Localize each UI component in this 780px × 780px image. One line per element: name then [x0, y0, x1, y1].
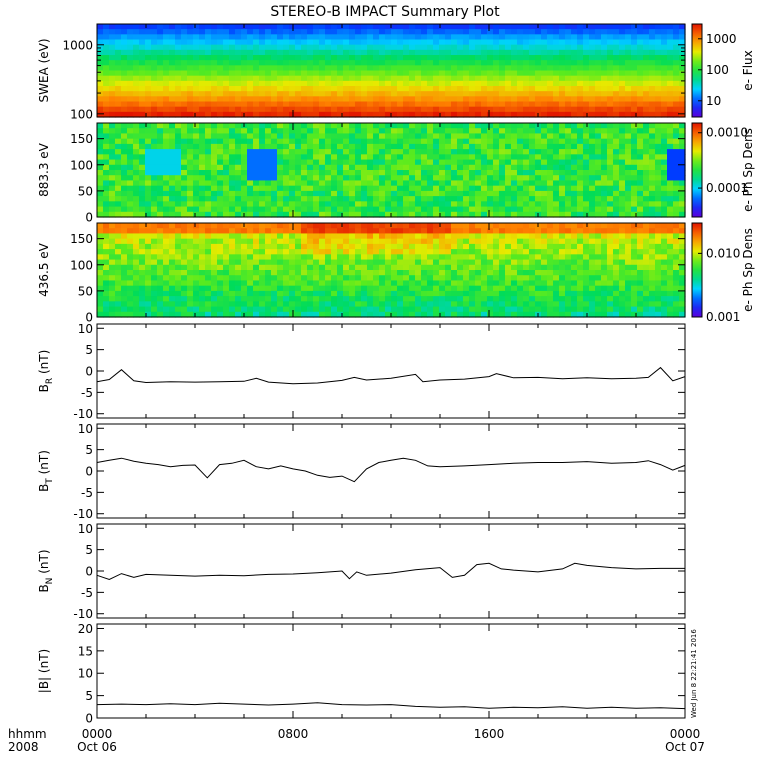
pad883-colorbar-label: e- Ph Sp Dens	[741, 128, 755, 212]
br-ytick-label: 10	[78, 322, 93, 336]
br-ytick-label: -5	[81, 386, 93, 400]
bn-series-line	[96, 562, 685, 581]
timestamp-stamp: Wed Jun 8 22:21:41 2016	[690, 629, 698, 718]
bn-ytick-label: 0	[85, 565, 93, 579]
pad436-colorbar	[691, 222, 703, 318]
swea-colorbar-tick-label: 10	[706, 94, 721, 108]
pad883-ytick-label: 100	[70, 158, 93, 172]
swea-colorbar-tick-label: 100	[706, 63, 729, 77]
bt-ytick-label: -5	[81, 486, 93, 500]
pad436-ytick-label: 150	[70, 232, 93, 246]
bmag-ytick-label: 15	[78, 644, 93, 658]
time-tick-label: 0000	[670, 727, 701, 741]
pad883-ylabel: 883.3 eV	[37, 142, 51, 197]
bmag-series-line	[96, 702, 686, 710]
pad436-heatmap-cells	[97, 223, 686, 318]
swea-colorbar	[691, 23, 703, 118]
bt-ylabel: BT (nT)	[37, 450, 55, 492]
pad436-colorbar-label: e- Ph Sp Dens	[741, 228, 755, 312]
pad883-colorbar	[691, 122, 703, 218]
swea-ytick-label: 100	[70, 107, 93, 121]
time-tick-label: 0800	[278, 727, 309, 741]
plot-title: STEREO-B IMPACT Summary Plot	[270, 4, 500, 20]
bt-ytick-label: -10	[73, 507, 93, 521]
time-axis-label-hhmm: hhmm	[8, 727, 47, 741]
bn-ylabel: BN (nT)	[37, 549, 55, 592]
bn-ytick-label: -10	[73, 607, 93, 621]
time-tick-label: 0000	[82, 727, 113, 741]
panel-pad436: 0.001 0.010 e- Ph Sp Dens 0 50 100 150 436.5 eV	[37, 222, 755, 325]
pad883-ytick-label: 50	[78, 184, 93, 198]
panel-bn: -10 -5 0 5 10 BN (nT)	[37, 522, 686, 621]
br-series-line	[96, 366, 686, 385]
br-ytick-label: 5	[85, 343, 93, 357]
br-ytick-label: -10	[73, 407, 93, 421]
pad436-colorbar-tick-label: 0.001	[706, 310, 740, 324]
bn-ytick-label: 10	[78, 522, 93, 536]
br-ytick-label: 0	[85, 365, 93, 379]
time-tick-label: 1600	[474, 727, 505, 741]
panel-br: -10 -5 0 5 10 BR (nT)	[37, 322, 686, 421]
pad436-ytick-label: 100	[70, 258, 93, 272]
bmag-ytick-label: 5	[85, 689, 93, 703]
swea-ylabel: SWEA (eV)	[37, 38, 51, 102]
pad883-colorbar-tick-label: 0.0001	[706, 181, 748, 195]
time-tick-date-label: Oct 06	[77, 740, 117, 754]
swea-ytick-label: 1000	[62, 38, 93, 52]
swea-colorbar-label: e- Flux	[741, 50, 755, 90]
bmag-ytick-label: 0	[85, 712, 93, 726]
pad883-colorbar-tick-label: 0.0010	[706, 126, 748, 140]
pad883-ytick-label: 150	[70, 132, 93, 146]
pad436-ytick-label: 0	[85, 311, 93, 325]
bn-ytick-label: -5	[81, 586, 93, 600]
pad883-ytick-label: 0	[85, 211, 93, 225]
bt-ytick-label: 10	[78, 422, 93, 436]
time-tick-date-label: Oct 07	[665, 740, 705, 754]
panel-swea: 10 100 1000 e- Flux 100 1000 SWEA (eV)	[37, 23, 755, 121]
pad436-ylabel: 436.5 eV	[37, 242, 51, 297]
panel-bt: -10 -5 0 5 10 BT (nT)	[37, 422, 686, 521]
pad436-ytick-label: 50	[78, 284, 93, 298]
pad883-heatmap-cells	[97, 123, 686, 218]
bmag-ytick-label: 10	[78, 667, 93, 681]
bt-series-line	[96, 457, 686, 483]
br-frame	[96, 323, 686, 419]
bmag-ytick-label: 20	[78, 622, 93, 636]
pad436-colorbar-tick-label: 0.010	[706, 246, 740, 260]
time-axis-label-year: 2008	[8, 740, 39, 754]
swea-colorbar-tick-label: 1000	[706, 32, 737, 46]
bt-ytick-label: 5	[85, 443, 93, 457]
bt-frame	[96, 423, 686, 519]
swea-heatmap-cells	[97, 24, 686, 118]
bmag-ylabel: |B| (nT)	[37, 649, 51, 693]
bt-ytick-label: 0	[85, 465, 93, 479]
bn-ytick-label: 5	[85, 543, 93, 557]
bn-frame	[96, 523, 686, 619]
br-ylabel: BR (nT)	[37, 350, 55, 393]
panel-bmag: 0 5 10 15 20 |B| (nT)	[37, 622, 686, 726]
